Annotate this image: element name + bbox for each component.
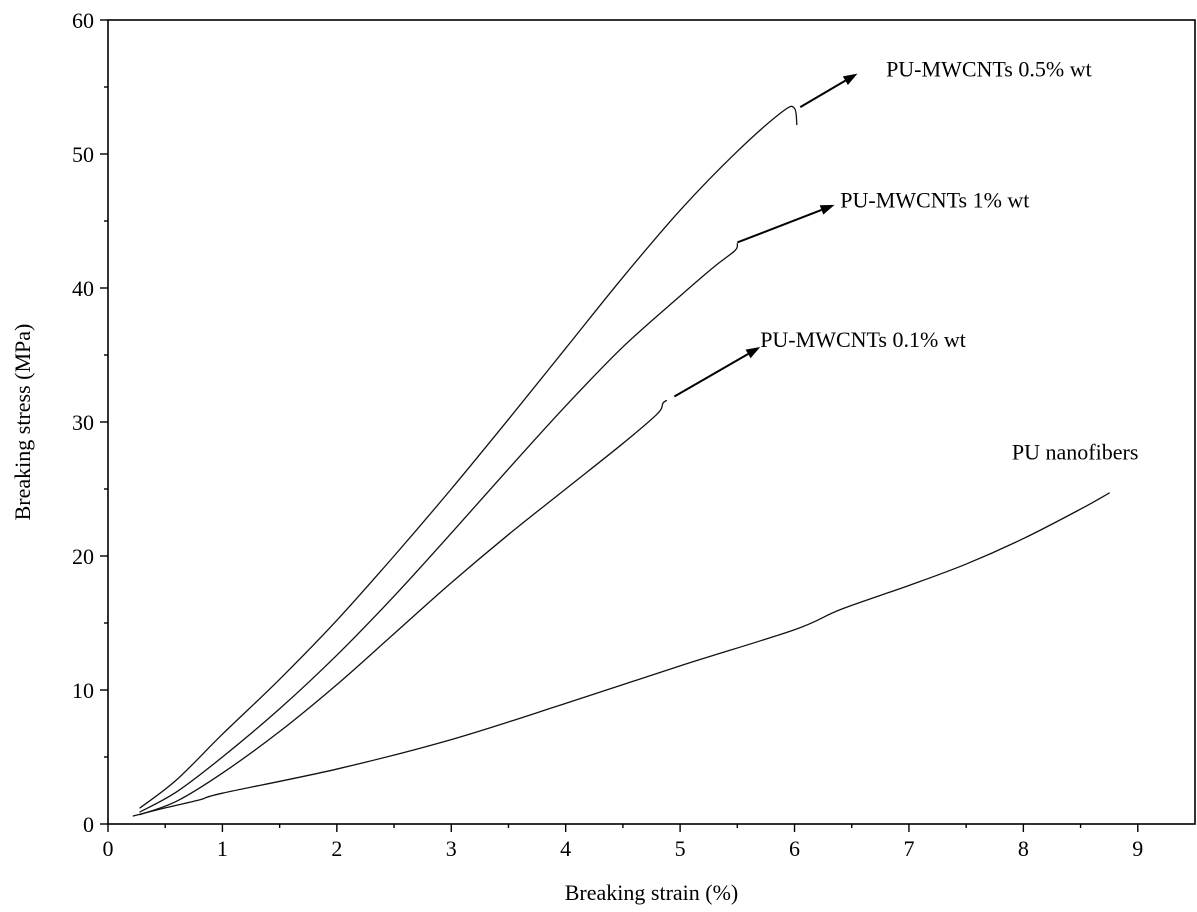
- x-tick-label: 0: [103, 836, 114, 861]
- annotation-arrow: [799, 79, 846, 108]
- annotation-label: PU-MWCNTs 1% wt: [840, 188, 1029, 213]
- x-axis-title: Breaking strain (%): [565, 880, 739, 905]
- x-tick-label: 1: [217, 836, 228, 861]
- annotation-arrowhead: [745, 346, 761, 359]
- annotation-label: PU-MWCNTs 0.1% wt: [760, 327, 966, 352]
- x-tick-label: 9: [1132, 836, 1143, 861]
- y-tick-label: 40: [72, 276, 94, 301]
- y-tick-label: 20: [72, 544, 94, 569]
- x-tick-label: 4: [560, 836, 571, 861]
- x-tick-label: 6: [789, 836, 800, 861]
- x-tick-label: 8: [1018, 836, 1029, 861]
- y-axis-title: Breaking stress (MPa): [10, 324, 35, 521]
- plot-frame: [107, 19, 1196, 825]
- x-tick-label: 3: [446, 836, 457, 861]
- annotation-label: PU nanofibers: [1012, 440, 1138, 465]
- y-tick-label: 10: [72, 678, 94, 703]
- series-line-2: [139, 399, 668, 816]
- y-tick-label: 0: [83, 812, 94, 837]
- x-tick-label: 7: [903, 836, 914, 861]
- y-tick-label: 60: [72, 8, 94, 33]
- annotations: PU-MWCNTs 0.5% wt PU-MWCNTs 1% wt PU-MWCNT…: [673, 56, 1138, 465]
- annotation-arrowhead: [819, 204, 835, 215]
- x-tick-label: 5: [675, 836, 686, 861]
- annotation-arrow: [673, 353, 749, 398]
- axes: 0 1 2 3 4 5 6 7 8 9 0 10 20 30 40 50 60 Breaking strain (…: [10, 8, 1196, 905]
- annotation-arrowhead: [842, 73, 858, 85]
- x-tick-label: 2: [331, 836, 342, 861]
- series-line-1: [139, 243, 739, 813]
- y-tick-label: 50: [72, 142, 94, 167]
- annotation-label: PU-MWCNTs 0.5% wt: [886, 56, 1092, 81]
- series-line-0: [139, 105, 798, 809]
- y-tick-label: 30: [72, 410, 94, 435]
- annotation-arrow: [736, 209, 822, 244]
- series-line-3: [132, 492, 1110, 817]
- curves: [132, 105, 1110, 817]
